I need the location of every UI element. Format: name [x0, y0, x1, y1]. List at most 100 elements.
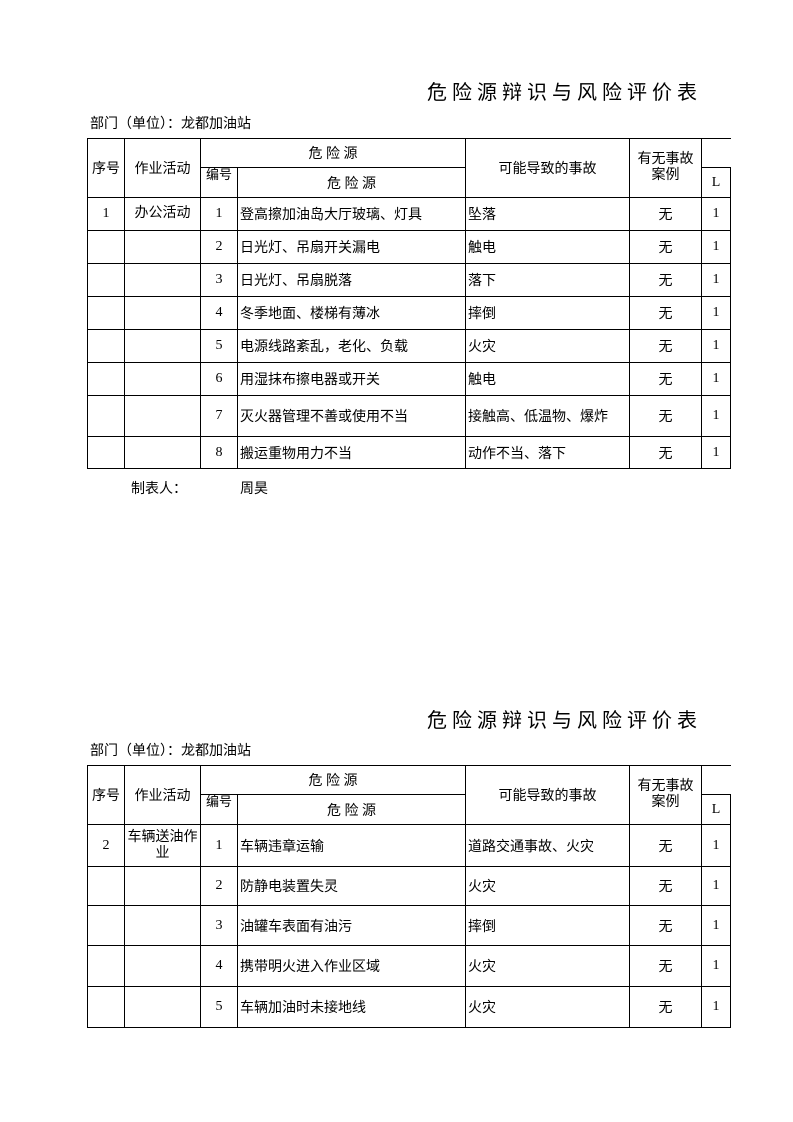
table-row: 2 日光灯、吊扇开关漏电 触电无 1: [87, 230, 731, 264]
code-cell: 2: [200, 866, 238, 906]
accident-cell: 触电: [465, 230, 630, 264]
accident-cell: 动作不当、落下: [465, 436, 630, 469]
header-activity: 作业活动: [124, 765, 201, 825]
activity-cell: [124, 362, 201, 396]
code-cell: 2: [200, 230, 238, 264]
hazard-cell: 搬运重物用力不当: [237, 436, 466, 469]
case-cell: 无: [629, 945, 702, 987]
header-seq: 序号: [87, 138, 125, 198]
l-cell: 1: [701, 197, 731, 231]
case-cell: 无: [629, 436, 702, 469]
code-cell: 1: [200, 197, 238, 231]
hazard-cell: 灭火器管理不善或使用不当: [237, 395, 466, 437]
header-code: 编号: [200, 794, 238, 825]
l-cell: 1: [701, 866, 731, 906]
table-row: 2 防静电装置失灵 火灾无 1: [87, 866, 731, 906]
activity-cell: [124, 945, 201, 987]
accident-cell: 坠落: [465, 197, 630, 231]
seq-cell: [87, 986, 125, 1028]
table-row: 4 冬季地面、楼梯有薄冰 摔倒无 1: [87, 296, 731, 330]
header-row: 序号 作业活动危 险 源可能导致的事故 有无事故案例: [87, 138, 731, 198]
seq-cell: [87, 362, 125, 396]
seq-cell: [87, 945, 125, 987]
header-row: 序号 作业活动危 险 源可能导致的事故 有无事故案例: [87, 765, 731, 825]
code-cell: 3: [200, 905, 238, 946]
header-l: L: [701, 167, 731, 198]
hazard-cell: 用湿抹布擦电器或开关: [237, 362, 466, 396]
code-cell: 4: [200, 296, 238, 330]
case-cell: 无: [629, 329, 702, 363]
accident-cell: 摔倒: [465, 905, 630, 946]
header-row: 编号危 险 源 L: [88, 794, 731, 825]
accident-cell: 触电: [465, 362, 630, 396]
code-cell: 7: [200, 395, 238, 437]
l-cell: 1: [701, 329, 731, 363]
l-cell: 1: [701, 986, 731, 1028]
table-row: 3 日光灯、吊扇脱落 落下无 1: [87, 263, 731, 297]
accident-cell: 落下: [465, 263, 630, 297]
seq-cell: [87, 296, 125, 330]
table-row: 5 车辆加油时未接地线 火灾无 1: [87, 986, 731, 1028]
header-accident: 可能导致的事故: [465, 138, 630, 198]
table-row: 2 车辆送油作业 1 车辆违章运输 道路交通事故、火灾无 1: [87, 824, 731, 867]
accident-cell: 火灾: [465, 329, 630, 363]
seq-cell: [87, 866, 125, 906]
header-hazard-group: 危 险 源: [200, 138, 466, 168]
maker-label: 制表人：: [131, 482, 187, 497]
header-l: L: [701, 794, 731, 825]
case-cell: 无: [629, 230, 702, 264]
code-cell: 4: [200, 945, 238, 987]
activity-cell: [124, 905, 201, 946]
seq-cell: [87, 436, 125, 469]
hazard-cell: 日光灯、吊扇脱落: [237, 263, 466, 297]
activity-cell: [124, 230, 201, 264]
l-cell: 1: [701, 362, 731, 396]
seq-cell: [87, 329, 125, 363]
sheet-title: 危险源辩识与风险评价表: [427, 710, 702, 732]
hazard-cell: 防静电装置失灵: [237, 866, 466, 906]
table-row: 4 携带明火进入作业区域 火灾无 1: [87, 945, 731, 987]
seq-cell: [87, 395, 125, 437]
hazard-cell: 车辆违章运输: [237, 824, 466, 867]
header-hazard: 危 险 源: [237, 794, 466, 825]
l-cell: 1: [701, 230, 731, 264]
table-row: 5 电源线路紊乱，老化、负载 火灾无 1: [87, 329, 731, 363]
l-cell: 1: [701, 824, 731, 867]
table-row: 1 办公活动 1 登高擦加油岛大厅玻璃、灯具 坠落无 1: [87, 197, 731, 231]
code-cell: 6: [200, 362, 238, 396]
code-cell: 3: [200, 263, 238, 297]
seq-cell: 2: [87, 824, 125, 867]
header-row: 编号危 险 源 L: [88, 167, 731, 198]
accident-cell: 火灾: [465, 866, 630, 906]
case-cell: 无: [629, 263, 702, 297]
l-cell: 1: [701, 395, 731, 437]
code-cell: 5: [200, 329, 238, 363]
hazard-cell: 登高擦加油岛大厅玻璃、灯具: [237, 197, 466, 231]
maker-name: 周昊: [240, 482, 268, 497]
case-cell: 无: [629, 197, 702, 231]
l-cell: 1: [701, 296, 731, 330]
header-activity: 作业活动: [124, 138, 201, 198]
accident-cell: 接触高、低温物、爆炸: [465, 395, 630, 437]
hazard-cell: 车辆加油时未接地线: [237, 986, 466, 1028]
l-cell: 1: [701, 905, 731, 946]
accident-cell: 火灾: [465, 945, 630, 987]
hazard-cell: 日光灯、吊扇开关漏电: [237, 230, 466, 264]
hazard-cell: 冬季地面、楼梯有薄冰: [237, 296, 466, 330]
code-cell: 1: [200, 824, 238, 867]
case-cell: 无: [629, 866, 702, 906]
seq-cell: [87, 905, 125, 946]
table-row: 7 灭火器管理不善或使用不当 接触高、低温物、爆炸无 1: [87, 395, 731, 437]
header-accident: 可能导致的事故: [465, 765, 630, 825]
header-case: 有无事故案例: [629, 765, 702, 825]
table-row: 8 搬运重物用力不当 动作不当、落下无 1: [87, 436, 731, 469]
header-blank: [701, 138, 731, 168]
code-cell: 5: [200, 986, 238, 1028]
activity-cell: [124, 263, 201, 297]
activity-cell: [124, 436, 201, 469]
activity-cell: [124, 986, 201, 1028]
l-cell: 1: [701, 263, 731, 297]
header-blank: [701, 765, 731, 795]
table-row: 6 用湿抹布擦电器或开关 触电无 1: [87, 362, 731, 396]
